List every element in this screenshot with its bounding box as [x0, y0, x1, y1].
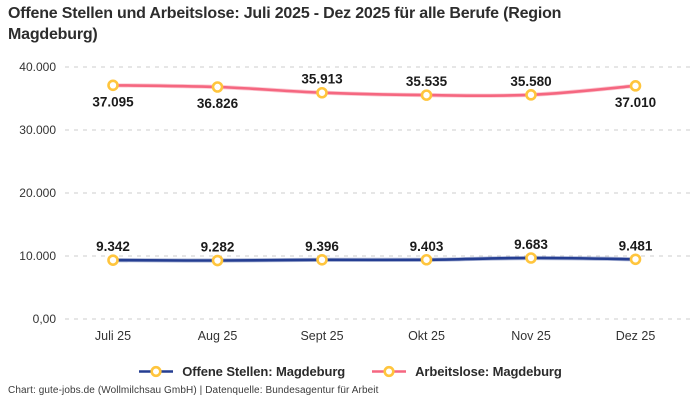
data-point-label: 9.396 [305, 239, 339, 254]
data-point-marker[interactable] [525, 252, 537, 264]
data-point-marker[interactable] [211, 254, 224, 267]
chart-legend: Offene Stellen: Magdeburg Arbeitslose: M… [0, 360, 700, 382]
x-tick-label: Aug 25 [198, 329, 238, 343]
data-point-marker[interactable] [107, 254, 119, 266]
data-point-label: 9.481 [619, 238, 653, 253]
y-tick-label: 10.000 [19, 249, 56, 263]
data-point-label: 9.403 [410, 239, 444, 254]
y-tick-label: 30.000 [19, 123, 56, 137]
legend-line-marker-icon [372, 365, 407, 377]
data-point-marker[interactable] [420, 253, 433, 266]
data-point-marker[interactable] [420, 89, 433, 101]
y-tick-label: 40.000 [19, 60, 56, 74]
series-line [112, 256, 636, 262]
legend-item-offene-stellen[interactable]: Offene Stellen: Magdeburg [138, 364, 345, 379]
data-point-label: 9.683 [514, 237, 548, 252]
data-point-label: 35.913 [301, 72, 343, 87]
legend-line-marker-icon [139, 365, 174, 377]
x-tick-label: Okt 25 [408, 329, 445, 343]
line-chart-canvas: 0,00 10.000 20.000 30.000 40.000 Juli 25 Aug 2… [19, 60, 692, 343]
chart-title: Offene Stellen und Arbeitslose: Juli 202… [8, 5, 562, 43]
data-point-marker[interactable] [629, 80, 642, 92]
y-tick-label: 20.000 [19, 186, 56, 200]
x-tick-label: Juli 25 [95, 329, 131, 343]
x-tick-label: Sept 25 [300, 329, 343, 343]
legend-label: Arbeitslose: Magdeburg [415, 363, 562, 379]
data-point-label: 36.826 [197, 96, 239, 111]
data-point-marker[interactable] [211, 81, 224, 93]
data-point-label: 9.282 [201, 240, 235, 255]
chart-attribution: Chart: gute-jobs.de (Wollmilchsau GmbH) … [8, 385, 379, 396]
x-tick-label: Nov 25 [511, 329, 551, 343]
data-point-label: 35.535 [406, 74, 448, 89]
legend-item-arbeitslose[interactable]: Arbeitslose: Magdeburg [371, 364, 562, 379]
data-point-label: 37.010 [615, 95, 656, 110]
data-point-label: 37.095 [92, 94, 134, 109]
data-point-marker[interactable] [629, 253, 642, 266]
y-tick-label: 0,00 [33, 312, 57, 326]
data-point-label: 35.580 [510, 74, 551, 89]
data-point-marker[interactable] [316, 86, 328, 99]
x-tick-label: Dez 25 [616, 329, 656, 343]
legend-label: Offene Stellen: Magdeburg [182, 363, 346, 379]
data-point-marker[interactable] [107, 79, 119, 92]
series-line [112, 84, 636, 98]
data-point-marker[interactable] [316, 254, 328, 266]
data-point-marker[interactable] [525, 89, 537, 101]
data-point-label: 9.342 [96, 239, 130, 254]
